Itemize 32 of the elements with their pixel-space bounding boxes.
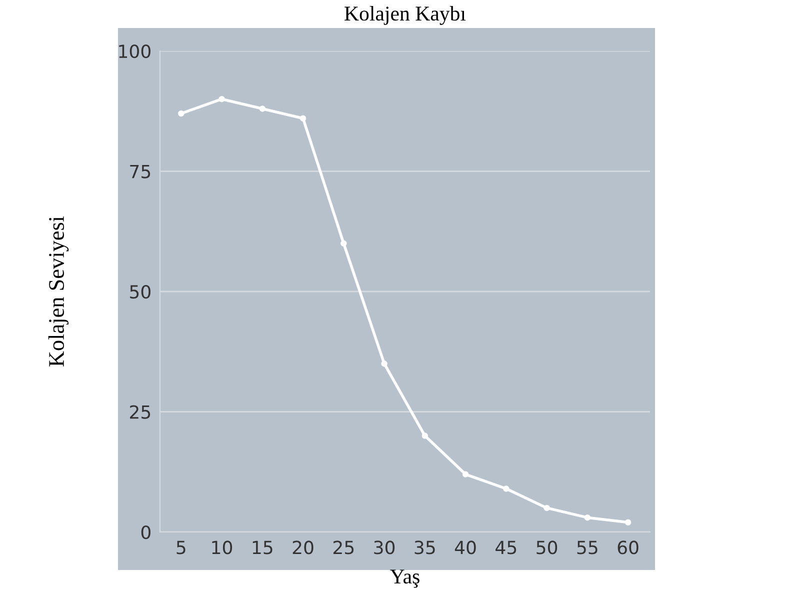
x-tick-label: 10 xyxy=(212,540,232,554)
point xyxy=(422,432,428,439)
y-tick-label: 25 xyxy=(130,405,150,419)
x-tick-label: 50 xyxy=(536,540,558,554)
y-tick-label: 100 xyxy=(119,44,150,58)
y-tick-label: 50 xyxy=(130,284,150,299)
point xyxy=(300,115,306,122)
x-tick-label: 45 xyxy=(496,540,516,554)
x-tick-label: 35 xyxy=(414,540,435,554)
point xyxy=(624,519,632,526)
y-axis-title: Kolajen Seviyesi xyxy=(48,216,69,366)
point xyxy=(503,486,510,492)
x-tick-label: 55 xyxy=(577,540,598,554)
point xyxy=(584,514,591,521)
x-tick-label: 5 xyxy=(176,540,186,554)
x-tick-label: 40 xyxy=(454,540,476,554)
x-tick-label: 25 xyxy=(333,540,354,554)
point xyxy=(259,106,266,112)
y-tick-label: 0 xyxy=(141,525,150,540)
x-tick-label: 15 xyxy=(252,540,272,554)
y-tick-label: 75 xyxy=(130,164,150,178)
x-tick-label: 60 xyxy=(618,540,638,554)
point xyxy=(544,504,550,512)
point xyxy=(462,471,469,478)
chart-title: Kolajen Kaybı xyxy=(344,6,466,25)
point xyxy=(381,360,388,367)
x-tick-label: 30 xyxy=(374,540,395,554)
point xyxy=(178,110,184,117)
x-tick-label: 20 xyxy=(292,540,314,554)
point xyxy=(218,96,225,102)
x-axis-title: Yaş xyxy=(390,570,420,588)
point xyxy=(340,240,347,247)
